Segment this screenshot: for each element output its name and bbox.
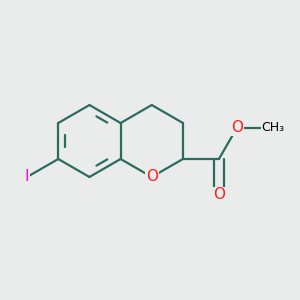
Text: CH₃: CH₃ (261, 121, 284, 134)
Text: I: I (25, 169, 29, 184)
Text: O: O (146, 169, 158, 184)
Text: O: O (213, 188, 225, 202)
Text: O: O (231, 120, 243, 135)
